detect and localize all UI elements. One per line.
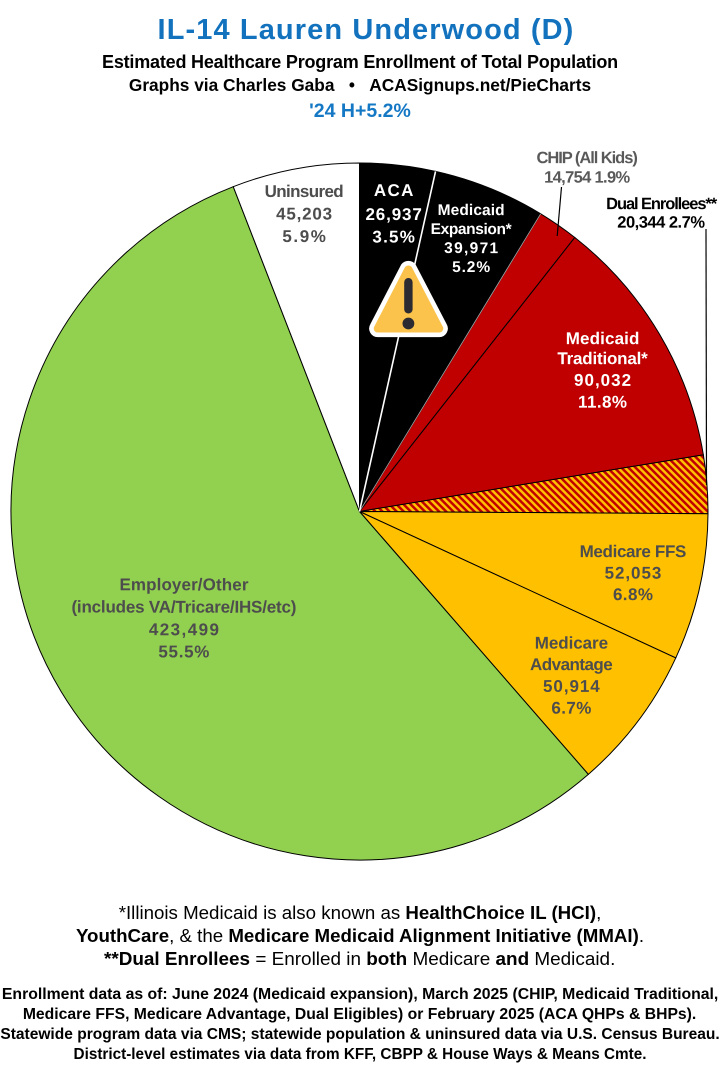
svg-text:3.5%: 3.5% bbox=[372, 228, 415, 247]
svg-text:50,914: 50,914 bbox=[543, 677, 600, 696]
svg-text:Medicaid: Medicaid bbox=[566, 329, 640, 348]
svg-text:(includes VA/Tricare/IHS/etc): (includes VA/Tricare/IHS/etc) bbox=[71, 598, 296, 617]
svg-text:55.5%: 55.5% bbox=[158, 642, 209, 661]
svg-text:Advantage: Advantage bbox=[530, 655, 613, 674]
svg-text:5.2%: 5.2% bbox=[452, 259, 490, 276]
svg-text:6.8%: 6.8% bbox=[613, 585, 653, 604]
svg-text:Expansion*: Expansion* bbox=[431, 221, 513, 238]
svg-text:26,937: 26,937 bbox=[365, 205, 421, 224]
svg-text:39,971: 39,971 bbox=[444, 240, 498, 257]
svg-text:52,053: 52,053 bbox=[605, 564, 662, 583]
svg-text:Traditional*: Traditional* bbox=[557, 349, 648, 368]
svg-text:ACA: ACA bbox=[374, 181, 414, 200]
svg-text:Dual Enrollees**: Dual Enrollees** bbox=[606, 195, 718, 213]
svg-text:20,344 2.7%: 20,344 2.7% bbox=[617, 214, 705, 232]
svg-text:6.7%: 6.7% bbox=[551, 699, 591, 718]
svg-text:CHIP (All Kids): CHIP (All Kids) bbox=[537, 149, 638, 167]
svg-text:5.9%: 5.9% bbox=[282, 227, 326, 246]
svg-text:Medicare FFS: Medicare FFS bbox=[580, 542, 687, 561]
svg-text:90,032: 90,032 bbox=[574, 371, 631, 390]
svg-text:Uninsured: Uninsured bbox=[265, 182, 344, 201]
svg-text:Employer/Other: Employer/Other bbox=[119, 575, 248, 594]
svg-text:14,754 1.9%: 14,754 1.9% bbox=[544, 169, 630, 187]
svg-text:45,203: 45,203 bbox=[276, 204, 332, 223]
svg-text:11.8%: 11.8% bbox=[578, 393, 627, 412]
svg-text:Medicaid: Medicaid bbox=[438, 202, 505, 219]
svg-text:423,499: 423,499 bbox=[149, 620, 219, 639]
svg-text:Medicare: Medicare bbox=[535, 634, 608, 653]
